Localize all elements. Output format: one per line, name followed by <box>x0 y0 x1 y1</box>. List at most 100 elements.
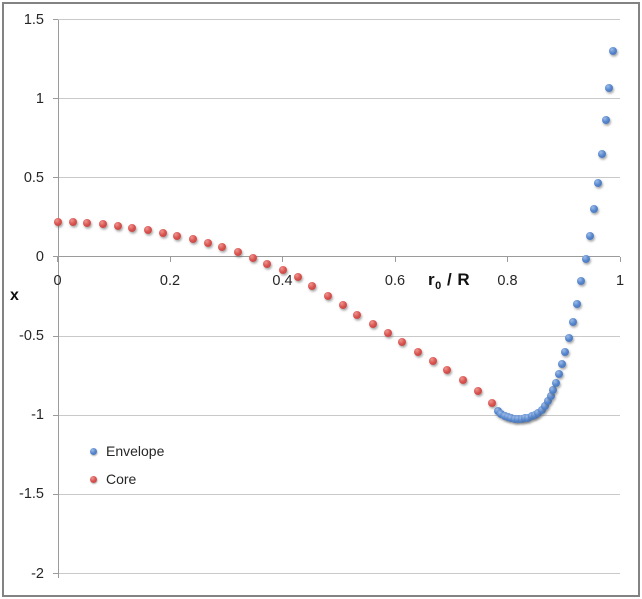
data-point-core <box>188 235 197 244</box>
x-axis-title-base: r <box>428 270 436 289</box>
x-tick-label: 0.2 <box>159 272 181 289</box>
y-tick-label: 0 <box>35 248 44 265</box>
gridline <box>57 335 620 337</box>
y-tick-mark <box>53 335 58 337</box>
x-tick-label: 0.8 <box>497 272 518 289</box>
data-point-core <box>143 226 152 235</box>
y-tick-mark <box>53 573 58 574</box>
gridline <box>57 414 620 416</box>
y-tick-label: 1.5 <box>23 11 44 28</box>
data-point-envelope <box>549 386 558 395</box>
y-tick-label: 1 <box>35 90 44 107</box>
data-point-envelope <box>585 232 594 241</box>
legend-label-core: Core <box>106 471 137 487</box>
data-point-core <box>203 238 212 247</box>
data-point-core <box>368 320 377 329</box>
data-point-core <box>353 310 362 319</box>
data-point-core <box>338 301 347 310</box>
legend: Envelope Core <box>90 442 164 498</box>
envelope-marker-icon <box>90 447 97 455</box>
legend-item-envelope: Envelope <box>90 442 164 460</box>
y-tick-label: 0.5 <box>23 169 44 186</box>
data-point-envelope <box>554 370 563 379</box>
data-point-core <box>293 273 302 282</box>
data-point-envelope <box>601 116 610 124</box>
x-tick-label: 0 <box>53 272 62 289</box>
data-point-envelope <box>551 378 560 387</box>
y-tick-label: -1.5 <box>19 486 44 503</box>
data-point-envelope <box>573 300 582 309</box>
data-point-core <box>413 347 422 356</box>
y-tick-mark <box>53 19 58 20</box>
data-point-core <box>68 218 77 227</box>
data-point-core <box>158 228 167 237</box>
x-tick-label: 0.4 <box>272 272 293 289</box>
x-axis-title: r0 / R <box>428 270 470 292</box>
data-point-core <box>263 260 272 269</box>
data-point-envelope <box>577 276 586 285</box>
data-point-core <box>458 375 467 384</box>
data-point-envelope <box>598 150 606 159</box>
gridline <box>57 493 620 495</box>
data-point-core <box>443 365 452 374</box>
data-point-core <box>428 356 437 365</box>
data-point-envelope <box>569 317 578 326</box>
data-point-core <box>128 223 137 232</box>
x-tick-mark <box>394 257 396 262</box>
gridline <box>57 98 620 100</box>
data-point-core <box>278 265 287 274</box>
data-point-core <box>218 242 227 251</box>
data-point-envelope <box>561 347 570 356</box>
data-point-envelope <box>594 178 603 187</box>
y-tick-mark <box>53 98 58 100</box>
y-tick-label: -0.5 <box>19 328 44 345</box>
y-tick-mark <box>53 256 58 258</box>
x-tick-label: 0.6 <box>384 272 406 289</box>
data-point-core <box>233 248 242 257</box>
data-point-envelope <box>541 402 550 411</box>
data-point-core <box>398 338 407 347</box>
x-axis-title-subscript: 0 <box>435 280 442 292</box>
data-point-envelope <box>537 405 546 414</box>
x-axis-line <box>57 256 620 258</box>
gridline <box>57 177 620 179</box>
core-marker-icon <box>90 475 97 483</box>
data-point-core <box>383 329 392 338</box>
y-tick-label: -1 <box>31 407 44 424</box>
data-point-core <box>488 398 497 407</box>
data-point-core <box>248 253 257 262</box>
data-point-core <box>473 386 482 395</box>
x-tick-label: 1 <box>615 272 625 289</box>
data-point-core <box>113 221 122 230</box>
x-tick-mark <box>507 257 508 262</box>
y-tick-mark <box>53 414 58 416</box>
gridline <box>57 573 620 574</box>
y-tick-mark <box>53 493 58 495</box>
data-point-envelope <box>581 255 590 264</box>
y-axis-title: x <box>10 287 19 304</box>
data-point-envelope <box>605 84 614 93</box>
data-point-envelope <box>558 359 567 368</box>
data-point-core <box>308 282 317 291</box>
data-point-core <box>98 219 107 228</box>
y-tick-mark <box>53 177 58 179</box>
data-point-core <box>323 291 332 300</box>
gridline <box>57 19 620 20</box>
x-axis-title-rest: / R <box>441 270 471 289</box>
x-tick-mark <box>282 257 283 262</box>
data-point-core <box>173 231 182 240</box>
data-point-envelope <box>546 392 555 401</box>
y-tick-label: -2 <box>31 565 44 582</box>
data-point-core <box>53 217 62 226</box>
legend-label-envelope: Envelope <box>106 443 165 459</box>
data-point-core <box>83 218 92 227</box>
y-axis-line <box>57 19 59 578</box>
data-point-envelope <box>544 397 552 406</box>
data-point-envelope <box>590 205 599 214</box>
x-tick-mark <box>619 257 621 262</box>
x-tick-mark <box>57 257 58 262</box>
legend-item-core: Core <box>90 470 164 488</box>
x-tick-mark <box>169 257 171 262</box>
